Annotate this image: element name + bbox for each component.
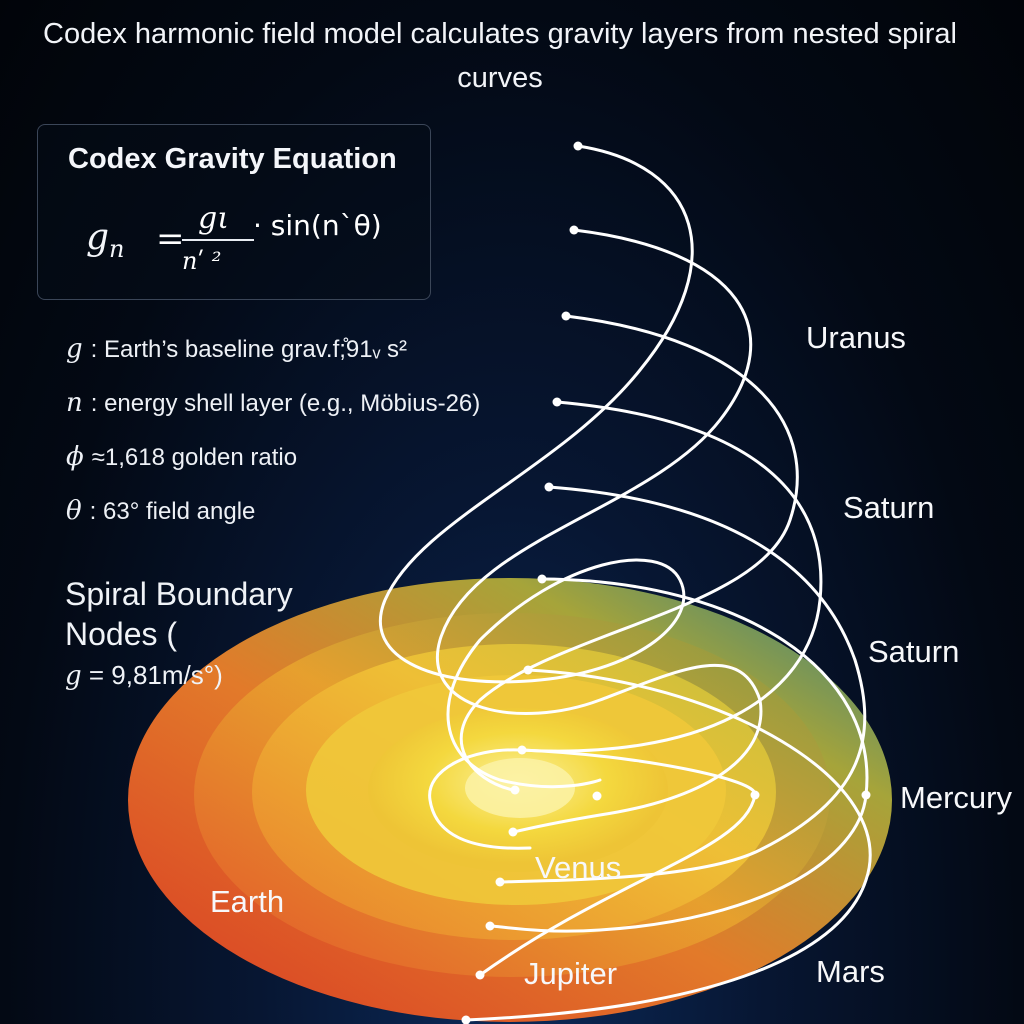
label-saturn-lower: Saturn — [868, 634, 960, 669]
spiral-curve-1 — [378, 144, 694, 789]
node-inner-right — [592, 791, 602, 801]
spiral-boundary-line2: Nodes ( — [65, 616, 178, 652]
label-uranus: Uranus — [806, 320, 906, 355]
node-earth-ring — [485, 921, 495, 931]
fraction-bar — [182, 239, 254, 241]
equation-trailing: · sin(nˋθ) — [253, 209, 382, 242]
node-4 — [552, 397, 562, 407]
definition-phi: ϕ ≈1,618 golden ratio — [66, 442, 297, 472]
node-6 — [537, 574, 547, 584]
node-core — [510, 785, 520, 795]
definition-symbol: n — [66, 388, 83, 418]
node-core-2 — [508, 827, 518, 837]
definition-symbol: θ — [66, 496, 82, 526]
spiral-g-symbol: g — [65, 661, 82, 691]
label-mercury: Mercury — [900, 780, 1012, 815]
page-title: Codex harmonic field model calculates gr… — [43, 18, 957, 94]
definition-text: : 63° field angle — [89, 498, 256, 525]
definition-symbol: ϕ — [66, 442, 84, 472]
definition-symbol: g — [66, 334, 83, 364]
label-earth: Earth — [210, 884, 285, 919]
node-jupiter — [475, 970, 485, 980]
node-8 — [517, 745, 527, 755]
label-jupiter: Jupiter — [524, 956, 618, 991]
definition-g: g : Earth’s baseline grav.f;̊91ᵥ s² — [66, 334, 407, 364]
node-uranus-top — [573, 141, 583, 151]
equation-equals: = — [156, 219, 185, 259]
spiral-curve-4 — [428, 400, 823, 850]
node-5 — [544, 482, 554, 492]
spiral-curve-3 — [459, 314, 799, 792]
definition-text: : Earth’s baseline grav.f;̊91ᵥ s² — [90, 336, 407, 363]
equation-denominator: nʹ ² — [182, 247, 222, 275]
equation-heading: Codex Gravity Equation — [68, 143, 397, 175]
definition-text: ≈1,618 golden ratio — [91, 444, 298, 471]
node-bottom — [461, 1015, 471, 1024]
spiral-curve-7 — [464, 668, 872, 1022]
node-3 — [561, 311, 571, 321]
definition-text: : energy shell layer (e.g., Möbius-26) — [90, 390, 481, 417]
equation-box: Codex Gravity Equation gn = gι nʹ ² · si… — [37, 124, 431, 300]
field-core — [465, 758, 575, 818]
node-7 — [523, 665, 533, 675]
definition-n: n : energy shell layer (e.g., Möbius-26) — [66, 388, 480, 418]
spiral-curve-5 — [498, 485, 867, 884]
node-2 — [569, 225, 579, 235]
equation-numerator: gι — [198, 201, 229, 236]
spiral-boundary-line1: Spiral Boundary — [65, 576, 293, 612]
definition-theta: θ : 63° field angle — [66, 496, 255, 526]
equation-lhs: gn — [86, 217, 125, 263]
node-mid-right — [750, 790, 760, 800]
spiral-boundary-label: Spiral Boundary Nodes ( — [65, 574, 293, 654]
label-venus: Venus — [535, 850, 622, 885]
equation-lhs-symbol: g — [86, 217, 110, 258]
node-venus — [495, 877, 505, 887]
spiral-g-value: = 9,81m/s°) — [81, 660, 223, 690]
spiral-boundary-g: g = 9,81m/s°) — [65, 660, 223, 691]
spiral-curve-6 — [488, 577, 869, 933]
node-outer-right — [861, 790, 871, 800]
label-mars: Mars — [816, 954, 885, 989]
label-saturn-upper: Saturn — [843, 490, 935, 525]
spiral-curve-2 — [436, 228, 763, 834]
equation-lhs-subscript: n — [109, 235, 125, 264]
